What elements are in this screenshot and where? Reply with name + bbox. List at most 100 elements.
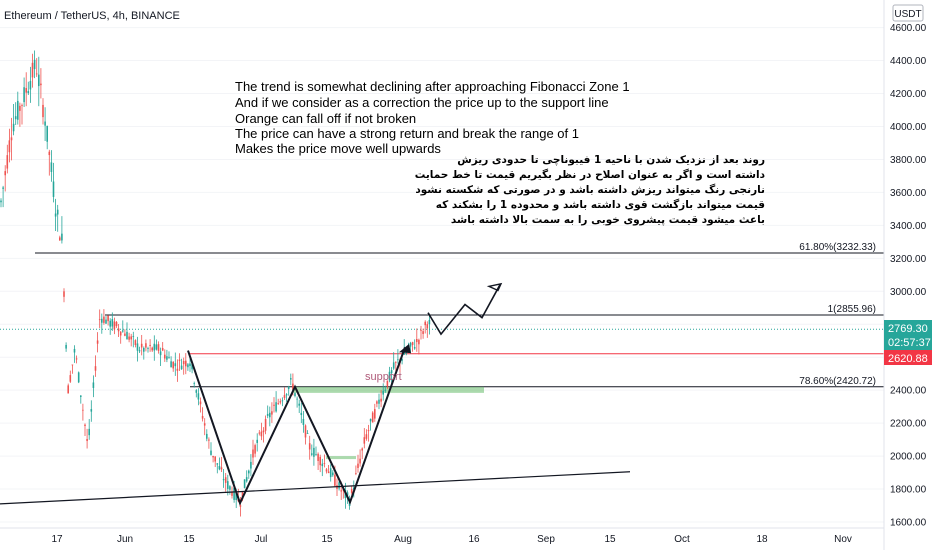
support-zone-lower (326, 456, 356, 460)
candle-body (313, 447, 315, 457)
candle-body (109, 320, 111, 327)
candle (355, 465, 357, 476)
candle-body (216, 463, 219, 465)
fa-line-4: قیمت میتواند بازگشت قوی داشته باشد و محد… (436, 198, 765, 211)
svg-text:USDT: USDT (894, 9, 921, 20)
candle (132, 331, 135, 348)
y-tick-label: 3400.00 (890, 221, 927, 232)
candle-body (195, 390, 198, 393)
candle-body (285, 394, 288, 396)
candle-body (164, 354, 166, 359)
candle (384, 385, 387, 393)
x-tick-label: Jun (117, 534, 133, 545)
candle (61, 216, 63, 244)
candle (266, 405, 269, 419)
plot-area[interactable] (0, 0, 884, 550)
candle (212, 455, 214, 463)
price-axis[interactable] (884, 0, 932, 550)
candle (311, 444, 313, 457)
candle (302, 410, 305, 433)
candle (166, 349, 168, 363)
candle-body (357, 463, 359, 468)
candle-body (264, 418, 267, 431)
x-tick-label: 15 (183, 534, 195, 545)
candle-body (88, 428, 90, 436)
candle (392, 352, 395, 370)
currency-badge[interactable]: USDT (892, 4, 924, 22)
candle (250, 454, 252, 477)
w-arrowhead (399, 344, 411, 354)
candle-body (35, 73, 38, 75)
candle (180, 358, 183, 370)
candle-body (224, 477, 227, 483)
candle-body (359, 458, 361, 464)
candle (6, 144, 9, 174)
candle (63, 288, 65, 303)
candle-body (67, 385, 69, 394)
x-tick-label: 15 (604, 534, 616, 545)
current-price-tag: 2769.30 02:57:37 (884, 320, 932, 350)
candle-body (193, 383, 195, 385)
candle (50, 150, 53, 182)
candle-body (155, 344, 158, 350)
candle-body (98, 319, 101, 321)
candle-body (386, 380, 389, 387)
candle-body (140, 343, 143, 348)
candle-body (277, 402, 279, 404)
candle-body (325, 469, 328, 472)
candle (378, 393, 380, 410)
candle-body (350, 489, 353, 493)
candle-body (82, 409, 84, 411)
candle (86, 428, 88, 449)
candle (380, 390, 382, 408)
projection-arrowhead (486, 282, 503, 292)
candle-body (201, 415, 204, 419)
candle-body (19, 105, 21, 111)
candle-body (401, 359, 403, 361)
candle (222, 469, 225, 488)
candle (363, 428, 366, 449)
persian-annotation: روند بعد از نزدیک شدن با ناحیه 1 فیبوناچ… (415, 154, 766, 226)
candle-body (61, 233, 63, 241)
fa-line-1: روند بعد از نزدیک شدن با ناحیه 1 فیبوناچ… (457, 154, 765, 166)
candle (69, 370, 72, 383)
candle-body (65, 344, 67, 349)
candle-body (199, 401, 202, 405)
candle-body (80, 395, 82, 397)
y-tick-label: 2200.00 (890, 419, 927, 430)
candle-body (306, 433, 309, 434)
candle (338, 480, 340, 491)
candle-body (77, 372, 80, 383)
candle-body (279, 401, 282, 403)
candle-body (369, 418, 372, 422)
candle (33, 50, 36, 79)
candle-body (317, 453, 319, 461)
candle-body (103, 316, 105, 323)
candle (245, 470, 248, 483)
candle-body (126, 331, 128, 340)
candle (151, 346, 153, 352)
y-tick-label: 3800.00 (890, 155, 927, 166)
candle-body (271, 411, 273, 415)
candle-body (44, 121, 46, 126)
candle (371, 411, 374, 423)
candle (92, 375, 95, 398)
fa-line-2: داشته است و اگر به عنوان اصلاح در نظر بگ… (415, 168, 766, 181)
candle (23, 77, 25, 108)
candle-body (48, 151, 51, 156)
candle (376, 400, 378, 408)
candle (426, 321, 429, 338)
candle (254, 443, 256, 458)
candle-body (321, 463, 324, 467)
candle-body (182, 360, 185, 365)
candle-body (119, 331, 122, 336)
candle (208, 437, 210, 449)
candle-body (214, 456, 216, 462)
candle-body (327, 471, 330, 474)
candle (80, 395, 82, 404)
candle-body (208, 439, 210, 441)
candle-body (54, 213, 57, 217)
candle-body (323, 462, 326, 464)
w-pattern (187, 346, 406, 506)
